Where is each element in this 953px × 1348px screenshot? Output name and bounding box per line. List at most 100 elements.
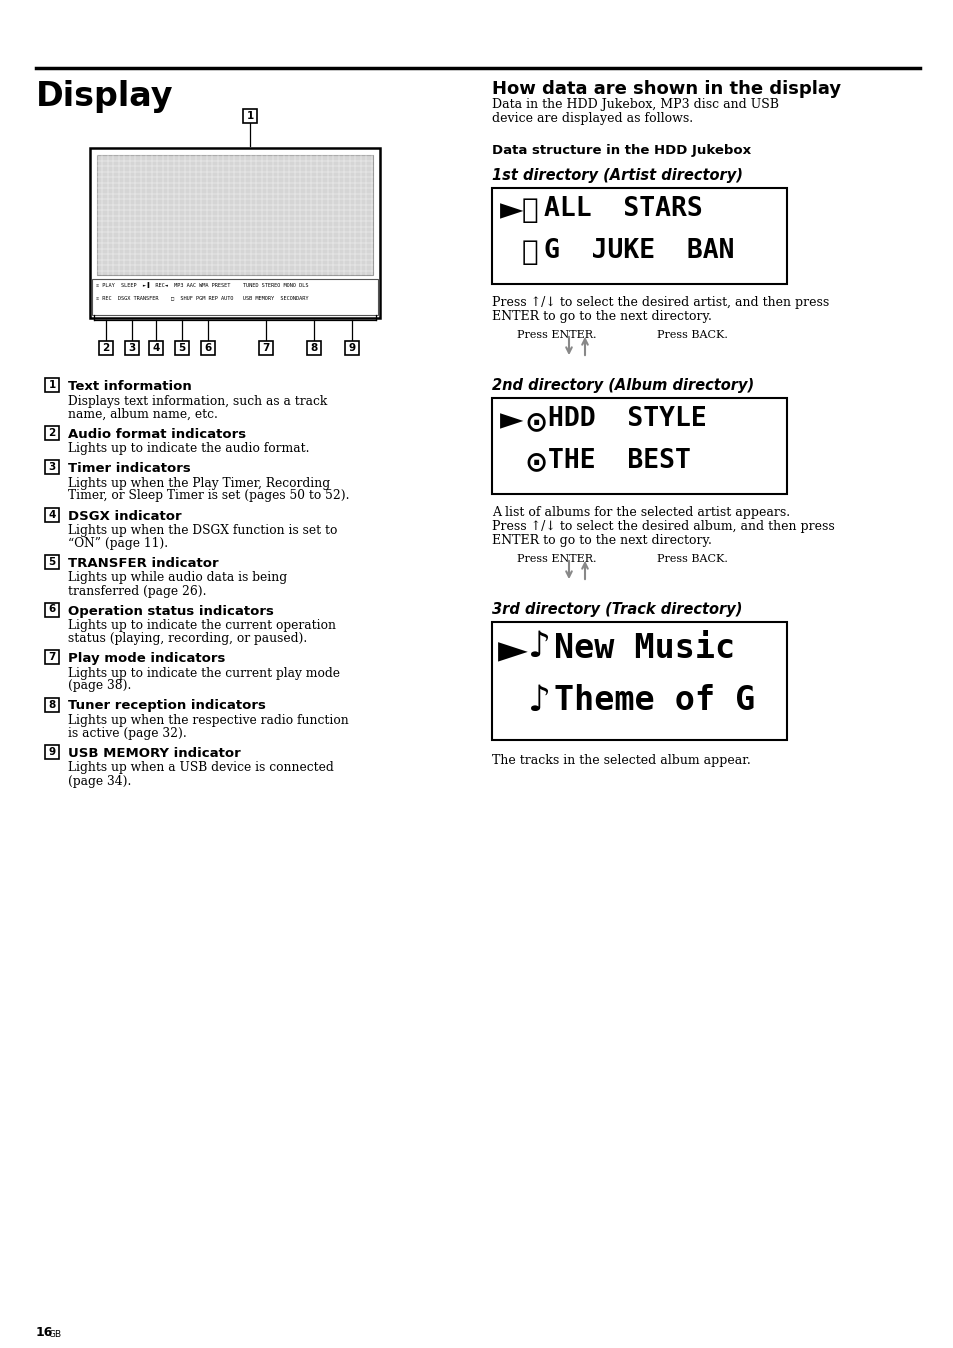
Text: The tracks in the selected album appear.: The tracks in the selected album appear. (492, 754, 750, 767)
Bar (99, 341, 112, 355)
Text: 1: 1 (49, 380, 55, 390)
Text: Displays text information, such as a track: Displays text information, such as a tra… (68, 395, 327, 407)
Text: (page 38).: (page 38). (68, 679, 132, 693)
Bar (45, 507, 59, 522)
Text: ENTER to go to the next directory.: ENTER to go to the next directory. (492, 534, 711, 547)
Text: 4: 4 (49, 510, 55, 519)
Text: GB: GB (49, 1330, 62, 1339)
Text: Timer, or Sleep Timer is set (pages 50 to 52).: Timer, or Sleep Timer is set (pages 50 t… (68, 489, 349, 503)
Bar (201, 341, 214, 355)
Bar (45, 555, 59, 569)
Text: 6: 6 (49, 604, 55, 615)
Text: ♪: ♪ (527, 630, 551, 665)
Text: Lights up to indicate the current operation: Lights up to indicate the current operat… (68, 619, 335, 632)
Text: ►: ► (497, 632, 527, 670)
Text: ⊙: ⊙ (523, 408, 547, 435)
Bar (492, 187, 786, 284)
Text: ►: ► (499, 406, 523, 435)
Text: ALL  STARS: ALL STARS (543, 195, 702, 222)
Text: 8: 8 (49, 700, 55, 709)
Text: ⦶: ⦶ (521, 239, 538, 266)
Text: Press ENTER.: Press ENTER. (517, 554, 596, 563)
Text: Press BACK.: Press BACK. (657, 330, 727, 340)
Bar (45, 603, 59, 616)
Text: 5: 5 (178, 342, 186, 353)
Bar (258, 341, 273, 355)
Text: Lights up when the respective radio function: Lights up when the respective radio func… (68, 714, 349, 727)
Bar (125, 341, 139, 355)
Bar (492, 621, 786, 740)
Text: HDD  STYLE: HDD STYLE (547, 406, 706, 431)
Text: transferred (page 26).: transferred (page 26). (68, 585, 206, 597)
Text: Lights up when the DSGX function is set to: Lights up when the DSGX function is set … (68, 524, 337, 537)
Text: ♪: ♪ (527, 683, 551, 718)
Text: 2: 2 (49, 427, 55, 438)
Text: Lights up when the Play Timer, Recording: Lights up when the Play Timer, Recording (68, 476, 330, 489)
Bar (45, 745, 59, 759)
Text: Lights up while audio data is being: Lights up while audio data is being (68, 572, 287, 585)
Bar (45, 460, 59, 474)
Text: 6: 6 (204, 342, 212, 353)
Bar (91, 279, 377, 315)
Text: device are displayed as follows.: device are displayed as follows. (492, 112, 693, 125)
Text: USB MEMORY indicator: USB MEMORY indicator (68, 747, 240, 760)
Text: DSGX indicator: DSGX indicator (68, 510, 181, 523)
Text: TRANSFER indicator: TRANSFER indicator (68, 557, 218, 570)
Bar (45, 377, 59, 392)
Bar (149, 341, 163, 355)
Text: Tuner reception indicators: Tuner reception indicators (68, 700, 266, 713)
Text: A list of albums for the selected artist appears.: A list of albums for the selected artist… (492, 506, 789, 519)
Text: Data in the HDD Jukebox, MP3 disc and USB: Data in the HDD Jukebox, MP3 disc and US… (492, 98, 779, 111)
Bar (243, 109, 256, 123)
Text: 7: 7 (262, 342, 270, 353)
Text: ☉ REC  DSGX TRANSFER    □  SHUF PGM REP AUTO   USB MEMORY  SECONDARY: ☉ REC DSGX TRANSFER □ SHUF PGM REP AUTO … (96, 295, 308, 301)
Text: status (playing, recording, or paused).: status (playing, recording, or paused). (68, 632, 307, 644)
Text: THE  BEST: THE BEST (547, 448, 690, 474)
Text: 2: 2 (102, 342, 110, 353)
Text: name, album name, etc.: name, album name, etc. (68, 407, 217, 421)
Text: ☉ PLAY  SLEEP  ►▐  REC◄  MP3 AAC WMA PRESET    TUNED STEREO MONO DLS: ☉ PLAY SLEEP ►▐ REC◄ MP3 AAC WMA PRESET … (96, 282, 308, 288)
Text: G  JUKE  BAN: G JUKE BAN (543, 239, 734, 264)
Text: 3rd directory (Track directory): 3rd directory (Track directory) (492, 603, 741, 617)
Text: Lights up when a USB device is connected: Lights up when a USB device is connected (68, 762, 334, 775)
Text: 3: 3 (129, 342, 135, 353)
Bar (307, 341, 320, 355)
Text: Press BACK.: Press BACK. (657, 554, 727, 563)
Text: Data structure in the HDD Jukebox: Data structure in the HDD Jukebox (492, 144, 750, 156)
Text: New Music: New Music (554, 632, 735, 665)
Text: 4: 4 (152, 342, 159, 353)
Text: Operation status indicators: Operation status indicators (68, 604, 274, 617)
Text: 2nd directory (Album directory): 2nd directory (Album directory) (492, 377, 753, 394)
Text: (page 34).: (page 34). (68, 775, 132, 787)
Text: 16: 16 (36, 1326, 53, 1339)
Text: Play mode indicators: Play mode indicators (68, 652, 225, 665)
Text: 9: 9 (348, 342, 355, 353)
Text: 1st directory (Artist directory): 1st directory (Artist directory) (492, 168, 742, 183)
Text: “ON” (page 11).: “ON” (page 11). (68, 537, 168, 550)
Bar (492, 398, 786, 493)
Text: 8: 8 (310, 342, 317, 353)
Bar (97, 155, 373, 275)
Text: Press ENTER.: Press ENTER. (517, 330, 596, 340)
Text: ⦶: ⦶ (521, 195, 538, 224)
Text: Theme of G: Theme of G (554, 683, 755, 717)
Text: 3: 3 (49, 462, 55, 472)
Text: ENTER to go to the next directory.: ENTER to go to the next directory. (492, 310, 711, 324)
Text: Display: Display (36, 80, 173, 113)
Text: Press ↑/↓ to select the desired album, and then press: Press ↑/↓ to select the desired album, a… (492, 520, 834, 532)
Text: Lights up to indicate the audio format.: Lights up to indicate the audio format. (68, 442, 309, 456)
Text: 9: 9 (49, 747, 55, 758)
Bar (45, 697, 59, 712)
Text: Audio format indicators: Audio format indicators (68, 427, 246, 441)
Text: ►: ► (499, 195, 523, 225)
Text: Press ↑/↓ to select the desired artist, and then press: Press ↑/↓ to select the desired artist, … (492, 297, 828, 309)
Text: 7: 7 (49, 652, 55, 662)
Text: Text information: Text information (68, 380, 192, 394)
Bar (45, 650, 59, 665)
Bar (174, 341, 189, 355)
Text: 1: 1 (246, 111, 253, 121)
Bar (45, 426, 59, 439)
Text: is active (page 32).: is active (page 32). (68, 727, 187, 740)
Text: How data are shown in the display: How data are shown in the display (492, 80, 841, 98)
Bar (345, 341, 358, 355)
